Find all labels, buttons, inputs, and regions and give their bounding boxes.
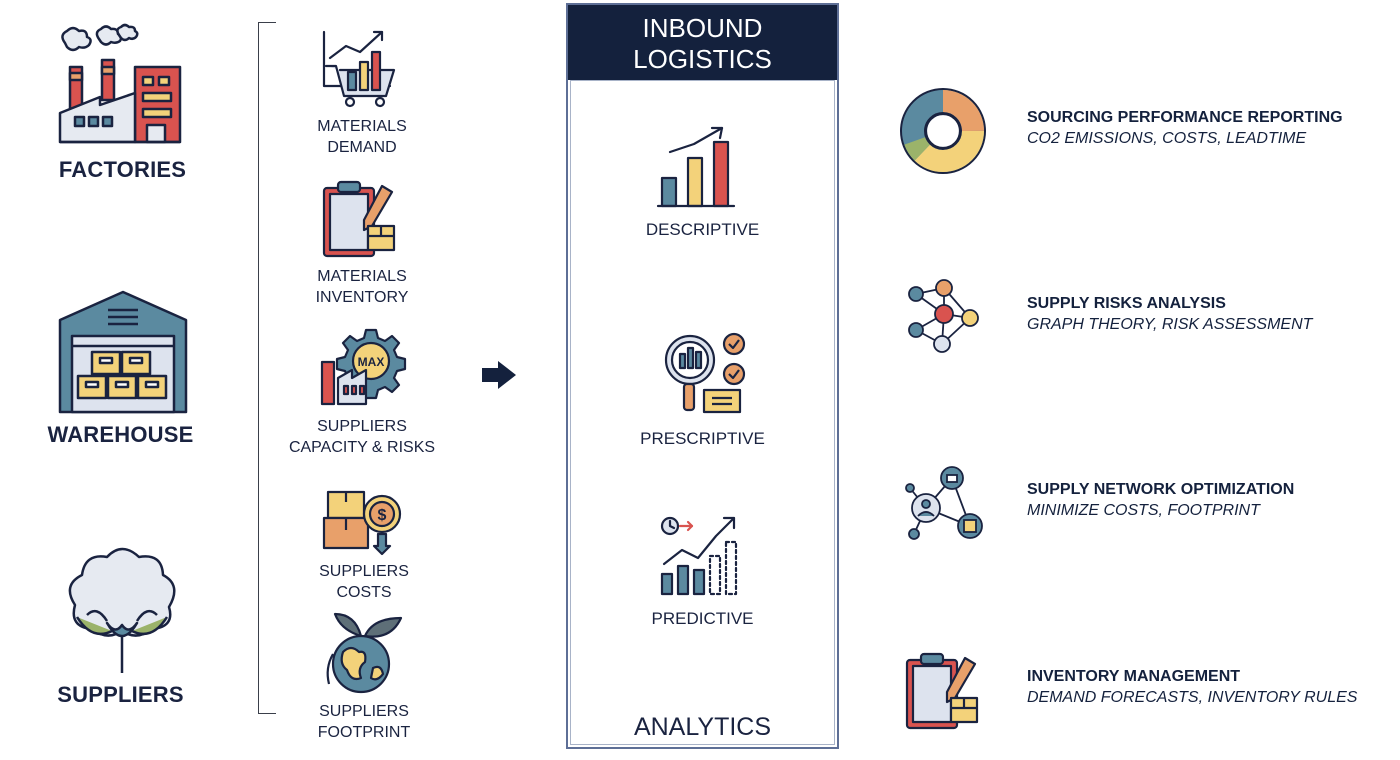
input-line2: COSTS — [336, 584, 392, 601]
input-line2: DEMAND — [327, 139, 397, 156]
analytics-inner-frame — [570, 80, 835, 745]
graph-network-icon — [908, 279, 979, 353]
output-subtitle-inventory: DEMAND FORECASTS, INVENTORY RULES — [1027, 689, 1358, 706]
globe-leaves-icon — [326, 612, 403, 694]
shopping-cart-chart-icon — [322, 30, 396, 108]
inputs-bracket — [258, 22, 276, 714]
clipboard-box-icon — [322, 180, 396, 258]
boxes-dollar-icon: $ — [322, 490, 402, 556]
warehouse-icon — [58, 290, 188, 414]
input-line1: SUPPLIERS — [319, 703, 409, 720]
input-label-suppliers-costs: SUPPLIERS COSTS — [264, 561, 464, 603]
predictive-label: PREDICTIVE — [651, 609, 754, 628]
input-line1: MATERIALS — [317, 118, 407, 135]
max-capacity-gear-icon: MAX — [320, 328, 407, 406]
input-line2: FOOTPRINT — [317, 724, 411, 741]
input-line1: SUPPLIERS — [317, 418, 407, 435]
input-line1: SUPPLIERS — [319, 563, 409, 580]
input-line2: CAPACITY & RISKS — [288, 439, 436, 456]
output-subtitle-risks: GRAPH THEORY, RISK ASSESSMENT — [1027, 316, 1313, 333]
input-line1: MATERIALS — [317, 268, 407, 285]
output-title-network: SUPPLY NETWORK OPTIMIZATION — [1027, 481, 1295, 498]
factories-label: FACTORIES — [58, 157, 187, 182]
header-line1: INBOUND — [642, 13, 763, 43]
inbound-logistics-header: INBOUND LOGISTICS — [568, 5, 837, 80]
clipboard-box-icon — [905, 652, 979, 730]
suppliers-label: SUPPLIERS — [57, 682, 184, 707]
input-label-materials-inventory: MATERIALS INVENTORY — [262, 266, 462, 308]
header-line2: LOGISTICS — [633, 44, 772, 74]
svg-text:MAX: MAX — [358, 355, 385, 369]
input-line2: INVENTORY — [315, 289, 409, 306]
output-title-risks: SUPPLY RISKS ANALYSIS — [1027, 295, 1226, 312]
output-title-sourcing: SOURCING PERFORMANCE REPORTING — [1027, 109, 1343, 126]
output-subtitle-network: MINIMIZE COSTS, FOOTPRINT — [1027, 502, 1260, 519]
prescriptive-label: PRESCRIPTIVE — [640, 429, 765, 448]
svg-text:$: $ — [378, 507, 387, 524]
donut-chart-icon — [900, 88, 986, 174]
bar-chart-icon — [656, 126, 736, 208]
output-subtitle-sourcing: CO2 EMISSIONS, COSTS, LEADTIME — [1027, 130, 1307, 147]
input-label-materials-demand: MATERIALS DEMAND — [262, 116, 462, 158]
analytics-footer: ANALYTICS — [633, 713, 772, 741]
descriptive-label: DESCRIPTIVE — [645, 220, 760, 239]
input-label-suppliers-capacity: SUPPLIERS CAPACITY & RISKS — [262, 416, 462, 458]
warehouse-label: WAREHOUSE — [47, 422, 194, 447]
arrow-right-icon — [482, 361, 516, 389]
factory-icon — [58, 23, 182, 144]
output-title-inventory: INVENTORY MANAGEMENT — [1027, 668, 1241, 685]
network-nodes-icon — [905, 466, 983, 540]
magnifier-checklist-icon — [664, 332, 746, 414]
cotton-plant-icon — [68, 547, 176, 673]
forecast-chart-icon — [660, 516, 738, 596]
input-label-suppliers-footprint: SUPPLIERS FOOTPRINT — [264, 701, 464, 743]
